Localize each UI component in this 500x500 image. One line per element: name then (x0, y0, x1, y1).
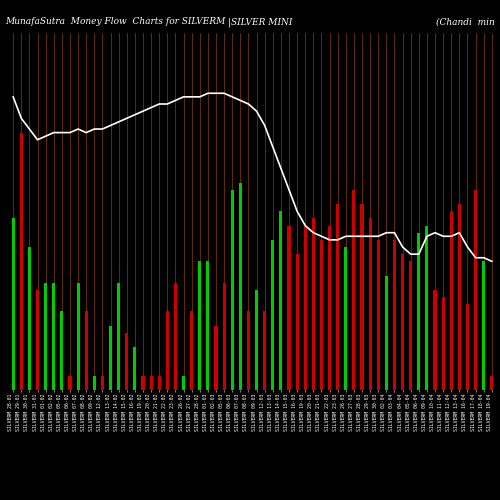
Bar (125, 333, 128, 390)
Bar (93, 376, 96, 390)
Bar (401, 254, 404, 390)
Bar (12, 218, 14, 390)
Bar (247, 312, 250, 390)
Bar (271, 240, 274, 390)
Bar (214, 326, 218, 390)
Text: MunafaSutra  Money Flow  Charts for SILVERM: MunafaSutra Money Flow Charts for SILVER… (5, 18, 226, 26)
Bar (263, 312, 266, 390)
Bar (352, 190, 356, 390)
Bar (490, 376, 494, 390)
Bar (466, 304, 469, 390)
Bar (117, 283, 120, 390)
Bar (134, 347, 136, 390)
Text: |SILVER MINI: |SILVER MINI (228, 18, 292, 27)
Bar (52, 283, 56, 390)
Bar (320, 240, 323, 390)
Bar (36, 290, 39, 390)
Bar (328, 226, 331, 390)
Bar (239, 182, 242, 390)
Bar (458, 204, 461, 390)
Bar (280, 211, 282, 390)
Bar (368, 218, 372, 390)
Bar (296, 254, 298, 390)
Bar (482, 262, 485, 390)
Bar (20, 132, 23, 390)
Bar (360, 204, 364, 390)
Bar (206, 262, 210, 390)
Bar (174, 283, 177, 390)
Bar (393, 240, 396, 390)
Bar (198, 262, 202, 390)
Bar (474, 190, 477, 390)
Bar (101, 376, 104, 390)
Bar (426, 226, 428, 390)
Bar (344, 247, 348, 390)
Bar (434, 290, 436, 390)
Bar (222, 283, 226, 390)
Bar (288, 226, 290, 390)
Bar (158, 376, 160, 390)
Bar (84, 312, 87, 390)
Bar (255, 290, 258, 390)
Bar (190, 312, 193, 390)
Text: (Chandi  min: (Chandi min (436, 18, 495, 26)
Bar (376, 240, 380, 390)
Bar (109, 326, 112, 390)
Bar (76, 283, 80, 390)
Bar (68, 376, 71, 390)
Bar (230, 190, 234, 390)
Bar (385, 276, 388, 390)
Bar (150, 376, 152, 390)
Bar (409, 262, 412, 390)
Bar (182, 376, 185, 390)
Bar (28, 247, 31, 390)
Bar (336, 204, 339, 390)
Bar (312, 218, 315, 390)
Bar (166, 312, 169, 390)
Bar (142, 376, 144, 390)
Bar (44, 283, 47, 390)
Bar (450, 211, 453, 390)
Bar (442, 297, 444, 390)
Bar (60, 312, 64, 390)
Bar (418, 232, 420, 390)
Bar (304, 226, 307, 390)
